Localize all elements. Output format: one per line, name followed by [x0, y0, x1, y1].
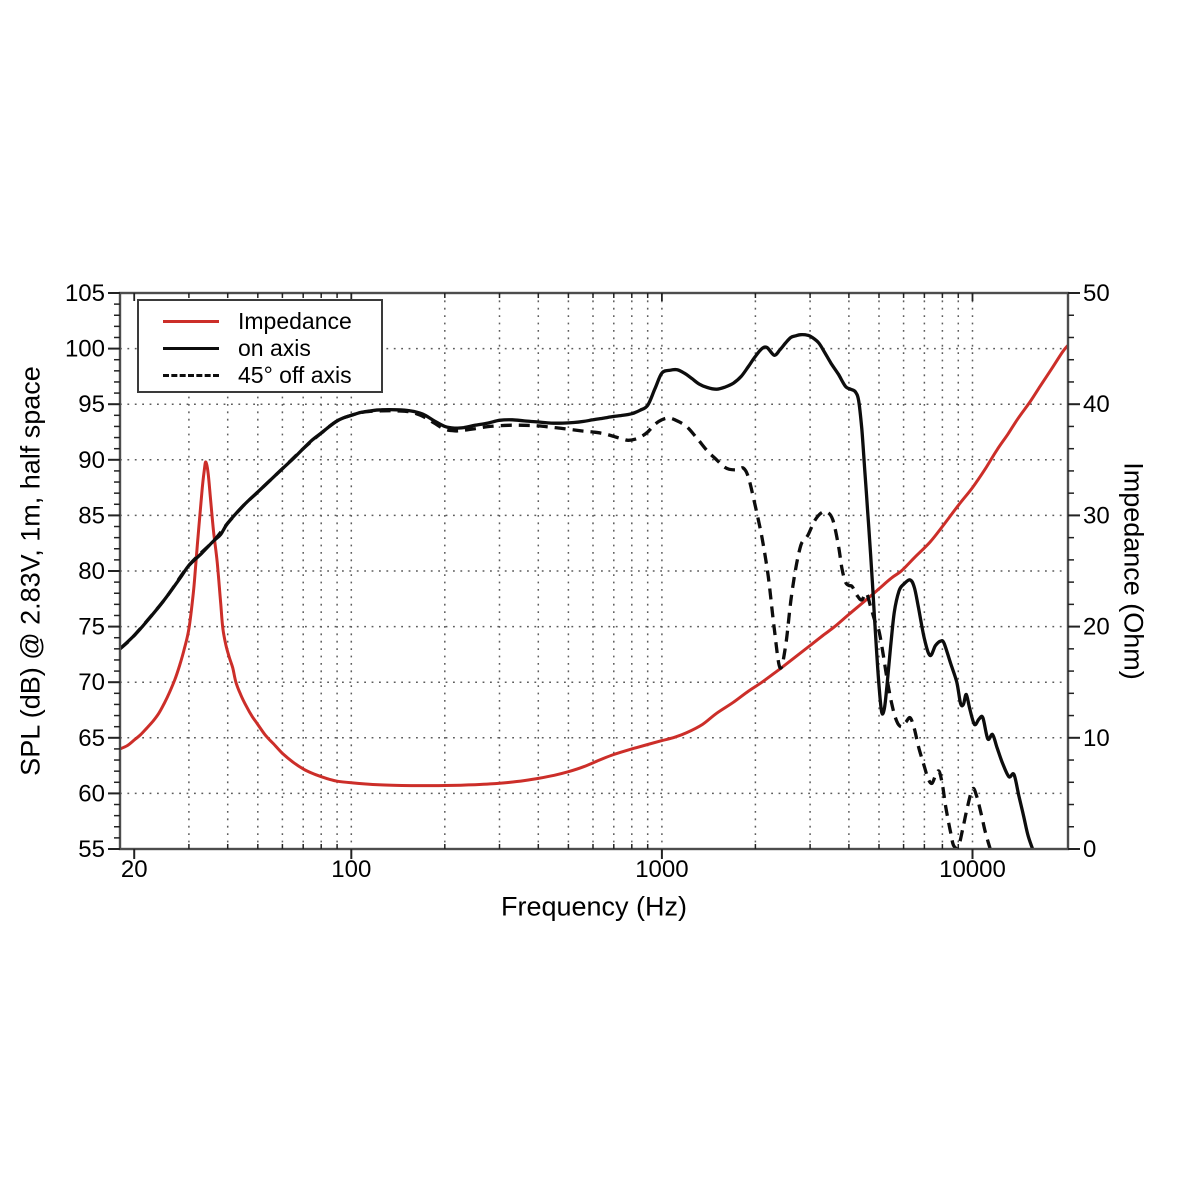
y-right-tick-label: 20	[1083, 614, 1110, 641]
y-left-tick-label: 85	[78, 502, 105, 529]
y-left-tick-label: 95	[78, 391, 105, 418]
legend-label-off-axis: 45° off axis	[238, 362, 352, 388]
on-axis-line-swatch	[163, 347, 219, 350]
y-left-tick-label: 70	[78, 669, 105, 696]
y-right-tick-label: 10	[1083, 725, 1110, 752]
y-right-tick-label: 40	[1083, 391, 1110, 418]
x-axis-title: Frequency (Hz)	[500, 891, 688, 922]
y-right-tick-label: 30	[1083, 502, 1110, 529]
left-axis-title: SPL (dB) @ 2.83V, 1m, half space	[15, 366, 46, 776]
axes: 20 100 1000 1000055606570758085909510010501…	[65, 280, 1110, 883]
x-tick-label: 1000	[635, 856, 688, 883]
y-left-tick-label: 60	[78, 780, 105, 807]
x-tick-label: 100	[331, 856, 371, 883]
off-axis-line-swatch	[163, 374, 219, 377]
legend-label-impedance: Impedance	[238, 308, 352, 334]
y-left-tick-label: 80	[78, 558, 105, 585]
impedance-line-swatch	[163, 320, 219, 323]
x-tick-label: 20	[121, 856, 148, 883]
y-right-tick-label: 50	[1083, 280, 1110, 307]
y-left-tick-label: 105	[65, 280, 105, 307]
gridlines	[120, 293, 1068, 849]
series-45-off-axis-line	[120, 409, 992, 849]
y-right-tick-label: 0	[1083, 836, 1096, 863]
series-impedance-line	[120, 344, 1068, 788]
series-on-axis-line	[120, 333, 1035, 849]
legend: Impedance on axis 45° off axis	[137, 299, 383, 393]
legend-item-impedance: Impedance	[163, 308, 381, 335]
legend-item-off-axis: 45° off axis	[163, 362, 381, 389]
y-left-tick-label: 100	[65, 336, 105, 363]
y-left-tick-label: 65	[78, 725, 105, 752]
legend-label-on-axis: on axis	[238, 335, 311, 361]
legend-item-on-axis: on axis	[163, 335, 381, 362]
curves	[120, 333, 1068, 849]
y-left-tick-label: 75	[78, 614, 105, 641]
y-left-tick-label: 55	[78, 836, 105, 863]
x-tick-label: 10000	[939, 856, 1006, 883]
right-axis-title: Impedance (Ohm)	[1118, 462, 1149, 680]
y-left-tick-label: 90	[78, 447, 105, 474]
